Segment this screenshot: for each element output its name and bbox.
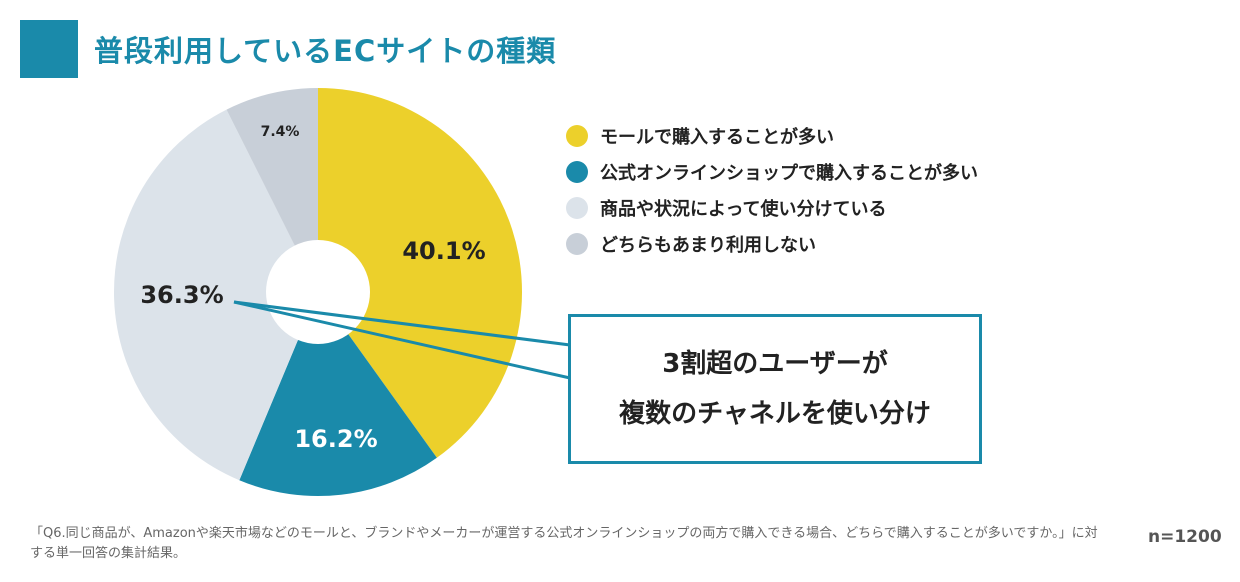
- legend-item: 公式オンラインショップで購入することが多い: [566, 154, 978, 190]
- slice-data-label: 40.1%: [402, 237, 485, 265]
- slice-data-label: 36.3%: [140, 281, 223, 309]
- callout-line-1: 3割超のユーザーが: [662, 349, 888, 379]
- legend-label: モールで購入することが多い: [600, 127, 834, 148]
- legend-swatch: [566, 125, 588, 147]
- slice-data-label: 16.2%: [294, 425, 377, 453]
- legend-swatch: [566, 197, 588, 219]
- callout-connector: [233, 300, 571, 380]
- pie-slice: [113, 109, 318, 481]
- legend-label: どちらもあまり利用しない: [600, 235, 816, 256]
- slice-data-label: 7.4%: [261, 124, 300, 140]
- callout-box: 3割超のユーザーが 複数のチャネルを使い分け: [568, 314, 982, 464]
- legend-label: 公式オンラインショップで購入することが多い: [600, 163, 978, 184]
- callout-connector: [233, 300, 571, 347]
- footnote: 「Q6.同じ商品が、Amazonや楽天市場などのモールと、ブランドやメーカーが運…: [30, 526, 1098, 561]
- pie-slice: [239, 292, 437, 497]
- legend-item: 商品や状況によって使い分けている: [566, 190, 978, 226]
- legend-item: モールで購入することが多い: [566, 118, 978, 154]
- pie-center-hole: [266, 240, 370, 344]
- legend-swatch: [566, 233, 588, 255]
- legend-item: どちらもあまり利用しない: [566, 226, 978, 262]
- pie-slice: [226, 88, 318, 292]
- legend: モールで購入することが多い 公式オンラインショップで購入することが多い 商品や状…: [566, 118, 978, 262]
- legend-label: 商品や状況によって使い分けている: [600, 199, 887, 220]
- title-accent-square: [20, 20, 78, 78]
- legend-swatch: [566, 161, 588, 183]
- chart-title: 普段利用しているECサイトの種類: [94, 34, 557, 68]
- callout-line-2: 複数のチャネルを使い分け: [619, 399, 931, 429]
- sample-size: n=1200: [1148, 527, 1222, 547]
- pie-slice: [318, 88, 523, 458]
